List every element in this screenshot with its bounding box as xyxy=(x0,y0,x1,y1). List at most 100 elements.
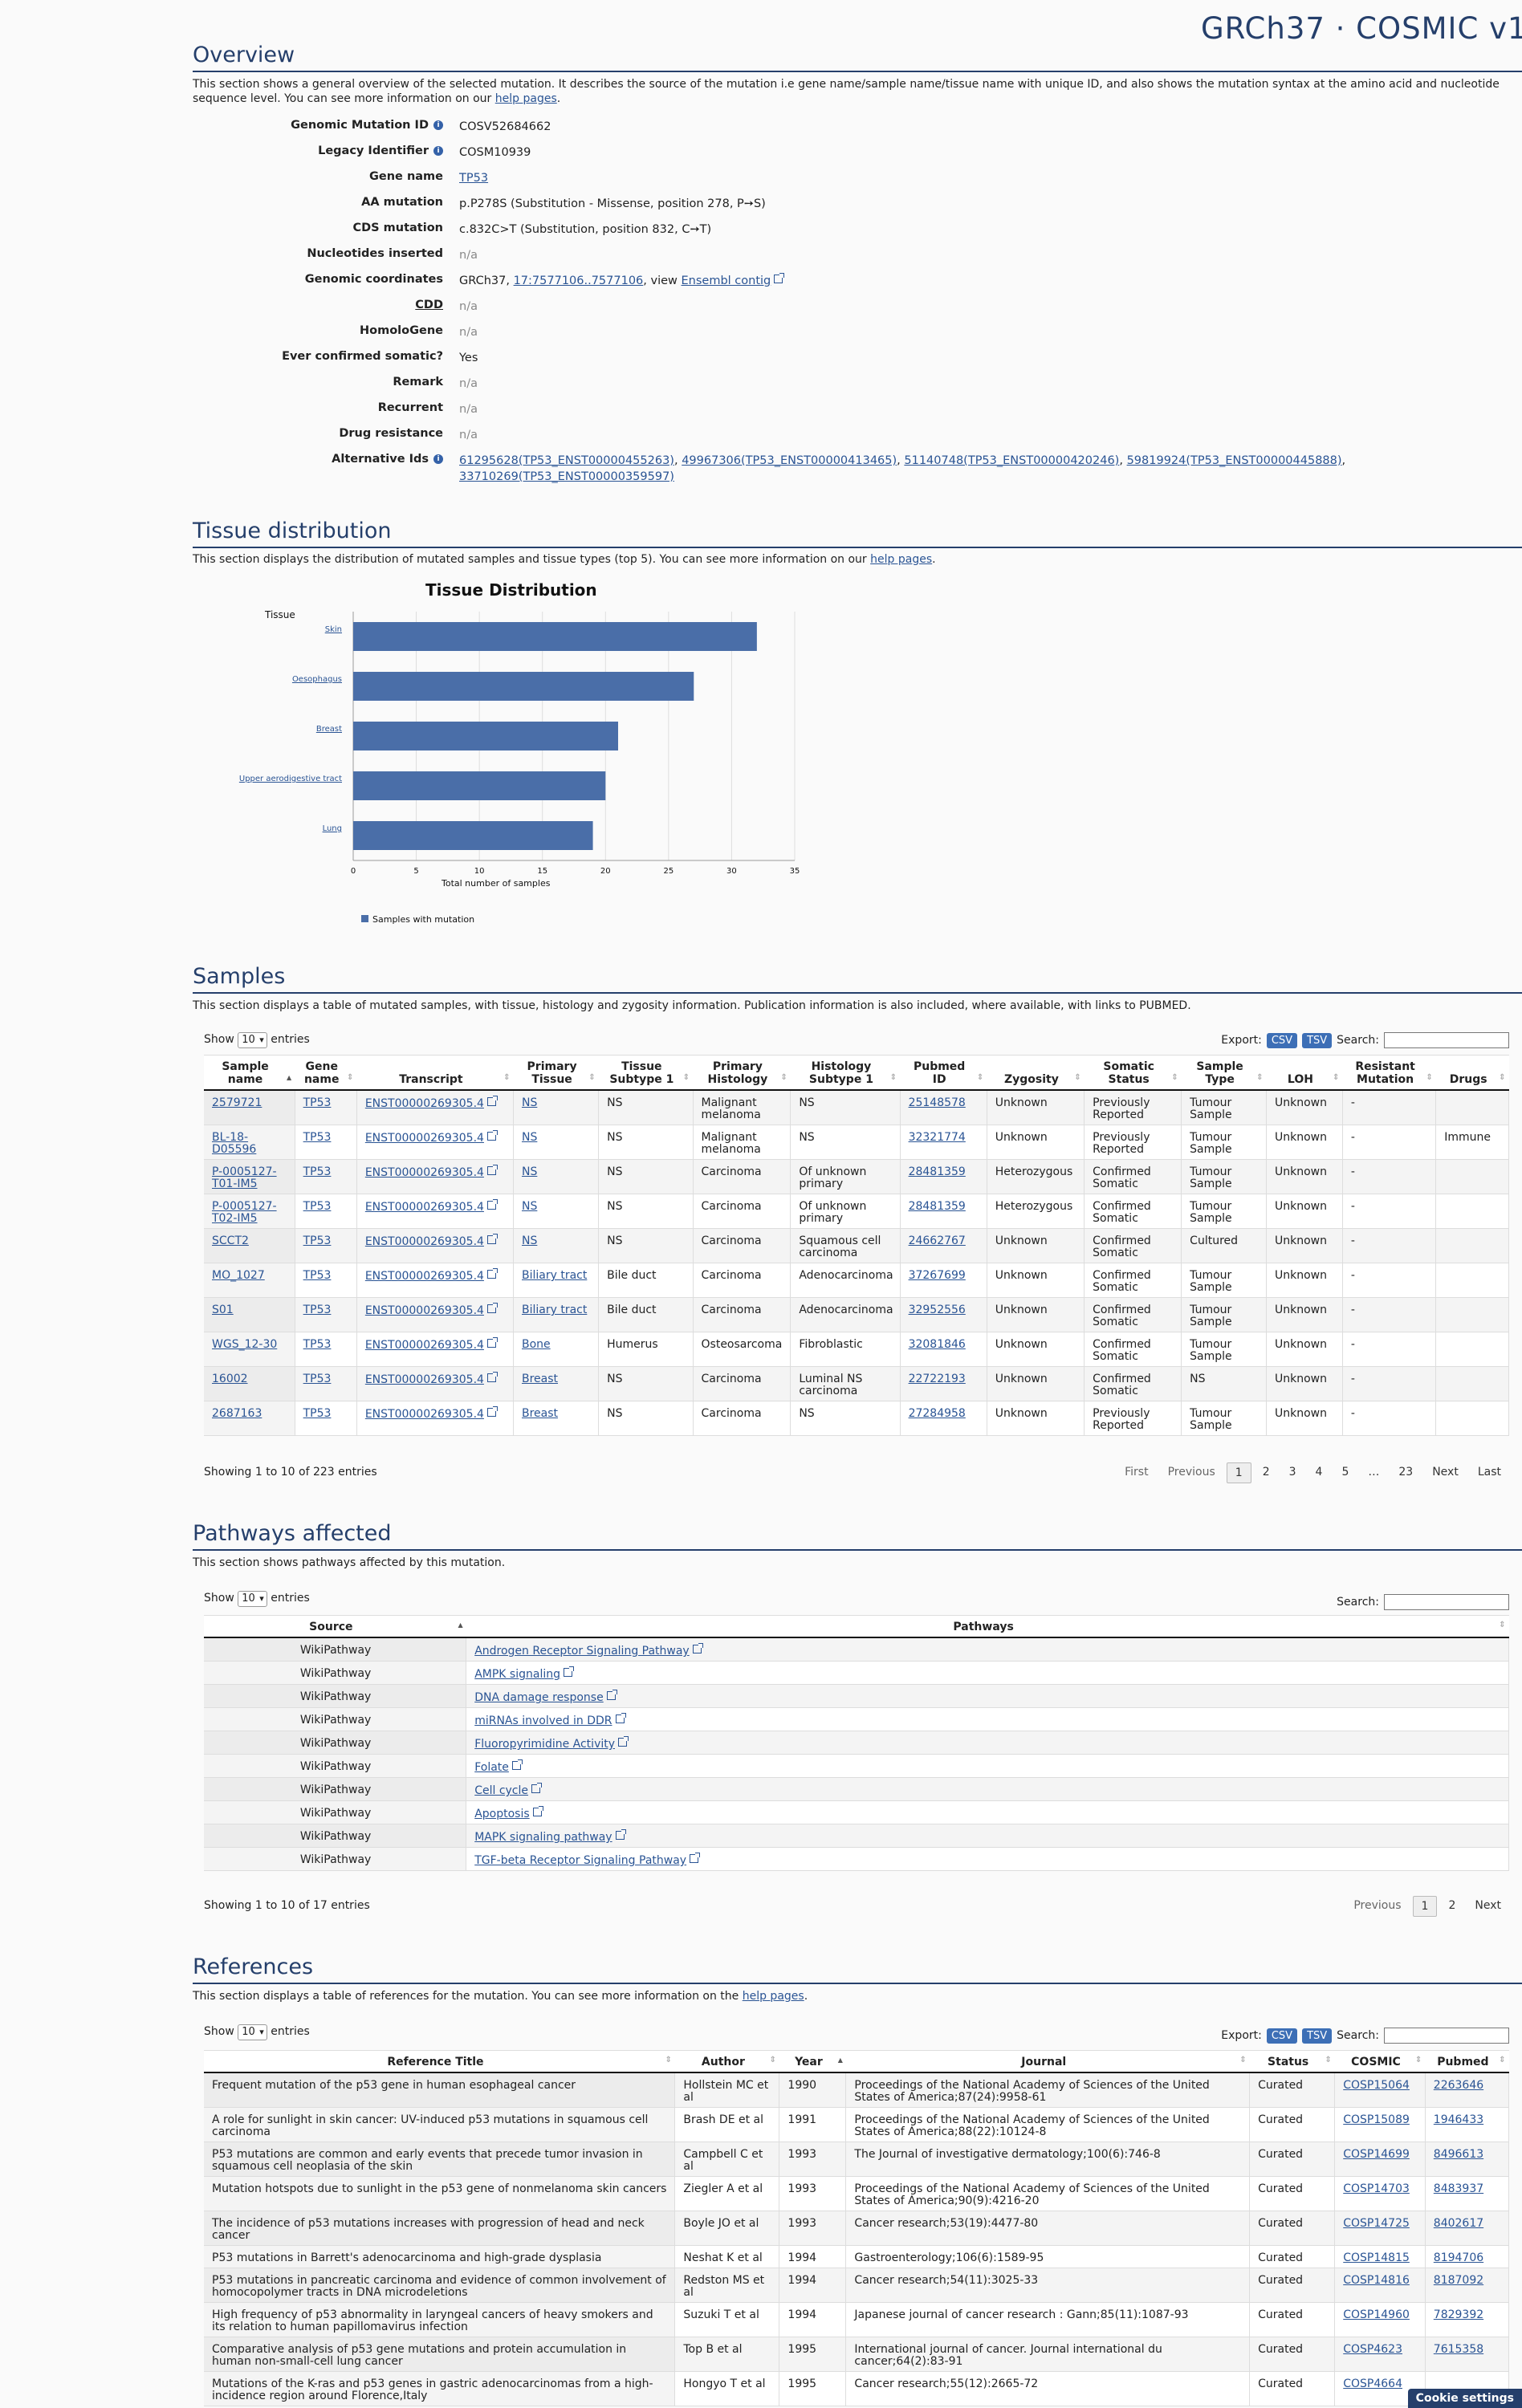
cell-link[interactable]: Biliary tract xyxy=(521,1304,588,1316)
cell-link[interactable]: TP53 xyxy=(303,1373,332,1385)
cell-link[interactable]: TP53 xyxy=(303,1165,332,1178)
cell-link[interactable]: TP53 xyxy=(303,1096,332,1109)
cell-link[interactable]: BL-18-D05596 xyxy=(212,1131,257,1156)
genomic-coords-link[interactable]: 17:7577106..7577106 xyxy=(513,275,644,287)
cell-link[interactable]: 22722193 xyxy=(908,1373,966,1385)
column-header[interactable]: Primary Tissue xyxy=(513,1055,599,1091)
pagination-button[interactable]: Previous xyxy=(1167,1466,1215,1479)
cell-link[interactable]: 2263646 xyxy=(1433,2079,1484,2092)
column-header[interactable]: Source xyxy=(204,1615,466,1638)
samples-length-select[interactable]: 10 xyxy=(238,1032,267,1048)
cell-link[interactable]: TGF-beta Receptor Signaling Pathway xyxy=(474,1854,687,1867)
alternative-id-link[interactable]: 61295628(TP53_ENST00000455263) xyxy=(459,454,674,467)
cell-link[interactable]: COSP4664 xyxy=(1343,2377,1402,2390)
column-header[interactable]: Journal xyxy=(845,2050,1250,2073)
column-header[interactable]: Gene name xyxy=(295,1055,357,1091)
cell-link[interactable]: Fluoropyrimidine Activity xyxy=(474,1738,616,1751)
help-pages-link[interactable]: help pages xyxy=(494,92,557,105)
ensembl-contig-link[interactable]: Ensembl contig xyxy=(681,275,771,287)
cell-link[interactable]: AMPK signaling xyxy=(474,1668,560,1681)
help-pages-link[interactable]: help pages xyxy=(742,1990,804,2003)
cell-link[interactable]: P-0005127-T02-IM5 xyxy=(212,1200,277,1225)
cell-link[interactable]: Folate xyxy=(474,1761,509,1774)
pagination-button[interactable]: Next xyxy=(1475,1899,1501,1912)
cell-link[interactable]: COSP14725 xyxy=(1343,2217,1410,2230)
cell-link[interactable]: NS xyxy=(521,1165,538,1178)
bar[interactable] xyxy=(353,672,694,701)
cell-link[interactable]: miRNAs involved in DDR xyxy=(474,1714,612,1727)
cell-link[interactable]: 1946433 xyxy=(1433,2113,1484,2126)
cell-link[interactable]: 28481359 xyxy=(908,1165,966,1178)
pagination-button[interactable]: 23 xyxy=(1398,1466,1414,1479)
pagination-button[interactable]: 1 xyxy=(1412,1896,1438,1917)
info-icon[interactable]: i xyxy=(433,146,443,156)
pagination-button[interactable]: 2 xyxy=(1448,1899,1456,1912)
column-header[interactable]: Histology Subtype 1 xyxy=(790,1055,901,1091)
column-header[interactable]: Resistant Mutation xyxy=(1342,1055,1436,1091)
column-header[interactable]: LOH xyxy=(1266,1055,1343,1091)
help-pages-link[interactable]: help pages xyxy=(870,553,933,566)
category-label[interactable]: Oesophagus xyxy=(292,675,342,684)
cell-link[interactable]: ENST00000269305.4 xyxy=(364,1201,484,1214)
cell-link[interactable]: 2579721 xyxy=(212,1096,262,1109)
column-header[interactable]: Transcript xyxy=(356,1055,514,1091)
cell-link[interactable]: 32081846 xyxy=(908,1338,966,1351)
cell-link[interactable]: COSP14816 xyxy=(1343,2274,1410,2287)
cell-link[interactable]: ENST00000269305.4 xyxy=(364,1235,484,1248)
info-icon[interactable]: i xyxy=(433,120,443,130)
alternative-id-link[interactable]: 59819924(TP53_ENST00000445888) xyxy=(1126,454,1342,467)
cell-link[interactable]: SCCT2 xyxy=(212,1235,249,1247)
cell-link[interactable]: COSP14699 xyxy=(1343,2148,1410,2161)
cell-link[interactable]: S01 xyxy=(212,1304,234,1316)
pagination-button[interactable]: Next xyxy=(1432,1466,1459,1479)
gene-name-link[interactable]: TP53 xyxy=(459,172,489,185)
column-header[interactable]: Tissue Subtype 1 xyxy=(598,1055,694,1091)
category-label[interactable]: Breast xyxy=(316,725,342,734)
cell-link[interactable]: NS xyxy=(521,1200,538,1213)
info-icon[interactable]: i xyxy=(433,454,443,464)
cell-link[interactable]: 24662767 xyxy=(908,1235,966,1247)
cell-link[interactable]: COSP4623 xyxy=(1343,2343,1402,2356)
column-header[interactable]: Pubmed xyxy=(1425,2050,1509,2073)
pagination-button[interactable]: Previous xyxy=(1353,1899,1402,1912)
cell-link[interactable]: Androgen Receptor Signaling Pathway xyxy=(474,1645,690,1658)
cell-link[interactable]: COSP15064 xyxy=(1343,2079,1410,2092)
export-tsv-button[interactable]: TSV xyxy=(1302,2028,1333,2044)
cell-link[interactable]: ENST00000269305.4 xyxy=(364,1166,484,1179)
cell-link[interactable]: NS xyxy=(521,1235,538,1247)
cell-link[interactable]: Cell cycle xyxy=(474,1784,529,1797)
cell-link[interactable]: ENST00000269305.4 xyxy=(364,1097,484,1110)
pathways-search-input[interactable] xyxy=(1384,1594,1509,1610)
cell-link[interactable]: ENST00000269305.4 xyxy=(364,1339,484,1352)
export-csv-button[interactable]: CSV xyxy=(1266,2028,1298,2044)
pagination-button[interactable]: Last xyxy=(1477,1466,1501,1479)
cell-link[interactable]: Bone xyxy=(521,1338,551,1351)
alternative-id-link[interactable]: 33710269(TP53_ENST00000359597) xyxy=(459,470,674,483)
pagination-button[interactable]: 2 xyxy=(1262,1466,1270,1479)
references-search-input[interactable] xyxy=(1384,2028,1509,2044)
bar[interactable] xyxy=(353,722,618,750)
samples-search-input[interactable] xyxy=(1384,1032,1509,1048)
column-header[interactable]: Sample name xyxy=(204,1055,295,1091)
pagination-button[interactable]: First xyxy=(1125,1466,1149,1479)
cell-link[interactable]: 2687163 xyxy=(212,1407,262,1420)
alternative-id-link[interactable]: 51140748(TP53_ENST00000420246) xyxy=(904,454,1120,467)
cell-link[interactable]: TP53 xyxy=(303,1200,332,1213)
column-header[interactable]: Sample Type xyxy=(1181,1055,1267,1091)
column-header[interactable]: Author xyxy=(674,2050,779,2073)
cell-link[interactable]: 25148578 xyxy=(908,1096,966,1109)
category-label[interactable]: Lung xyxy=(323,824,342,833)
cell-link[interactable]: ENST00000269305.4 xyxy=(364,1304,484,1317)
pagination-button[interactable]: … xyxy=(1368,1466,1380,1479)
cookie-settings-button[interactable]: Cookie settings xyxy=(1407,2389,1522,2408)
cell-link[interactable]: 16002 xyxy=(212,1373,248,1385)
column-header[interactable]: Pubmed ID xyxy=(900,1055,987,1091)
cell-link[interactable]: COSP14815 xyxy=(1343,2251,1410,2264)
references-length-select[interactable]: 10 xyxy=(238,2024,267,2040)
cell-link[interactable]: NS xyxy=(521,1096,538,1109)
cell-link[interactable]: P-0005127-T01-IM5 xyxy=(212,1165,277,1190)
column-header[interactable]: Zygosity xyxy=(987,1055,1085,1091)
cell-link[interactable]: ENST00000269305.4 xyxy=(364,1132,484,1145)
column-header[interactable]: Status xyxy=(1249,2050,1335,2073)
export-csv-button[interactable]: CSV xyxy=(1266,1032,1298,1048)
